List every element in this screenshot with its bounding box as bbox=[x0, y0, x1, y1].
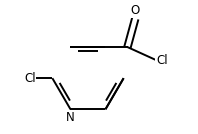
Text: Cl: Cl bbox=[24, 72, 35, 85]
Text: O: O bbox=[131, 4, 140, 17]
Text: N: N bbox=[66, 111, 75, 124]
Text: Cl: Cl bbox=[156, 54, 168, 67]
